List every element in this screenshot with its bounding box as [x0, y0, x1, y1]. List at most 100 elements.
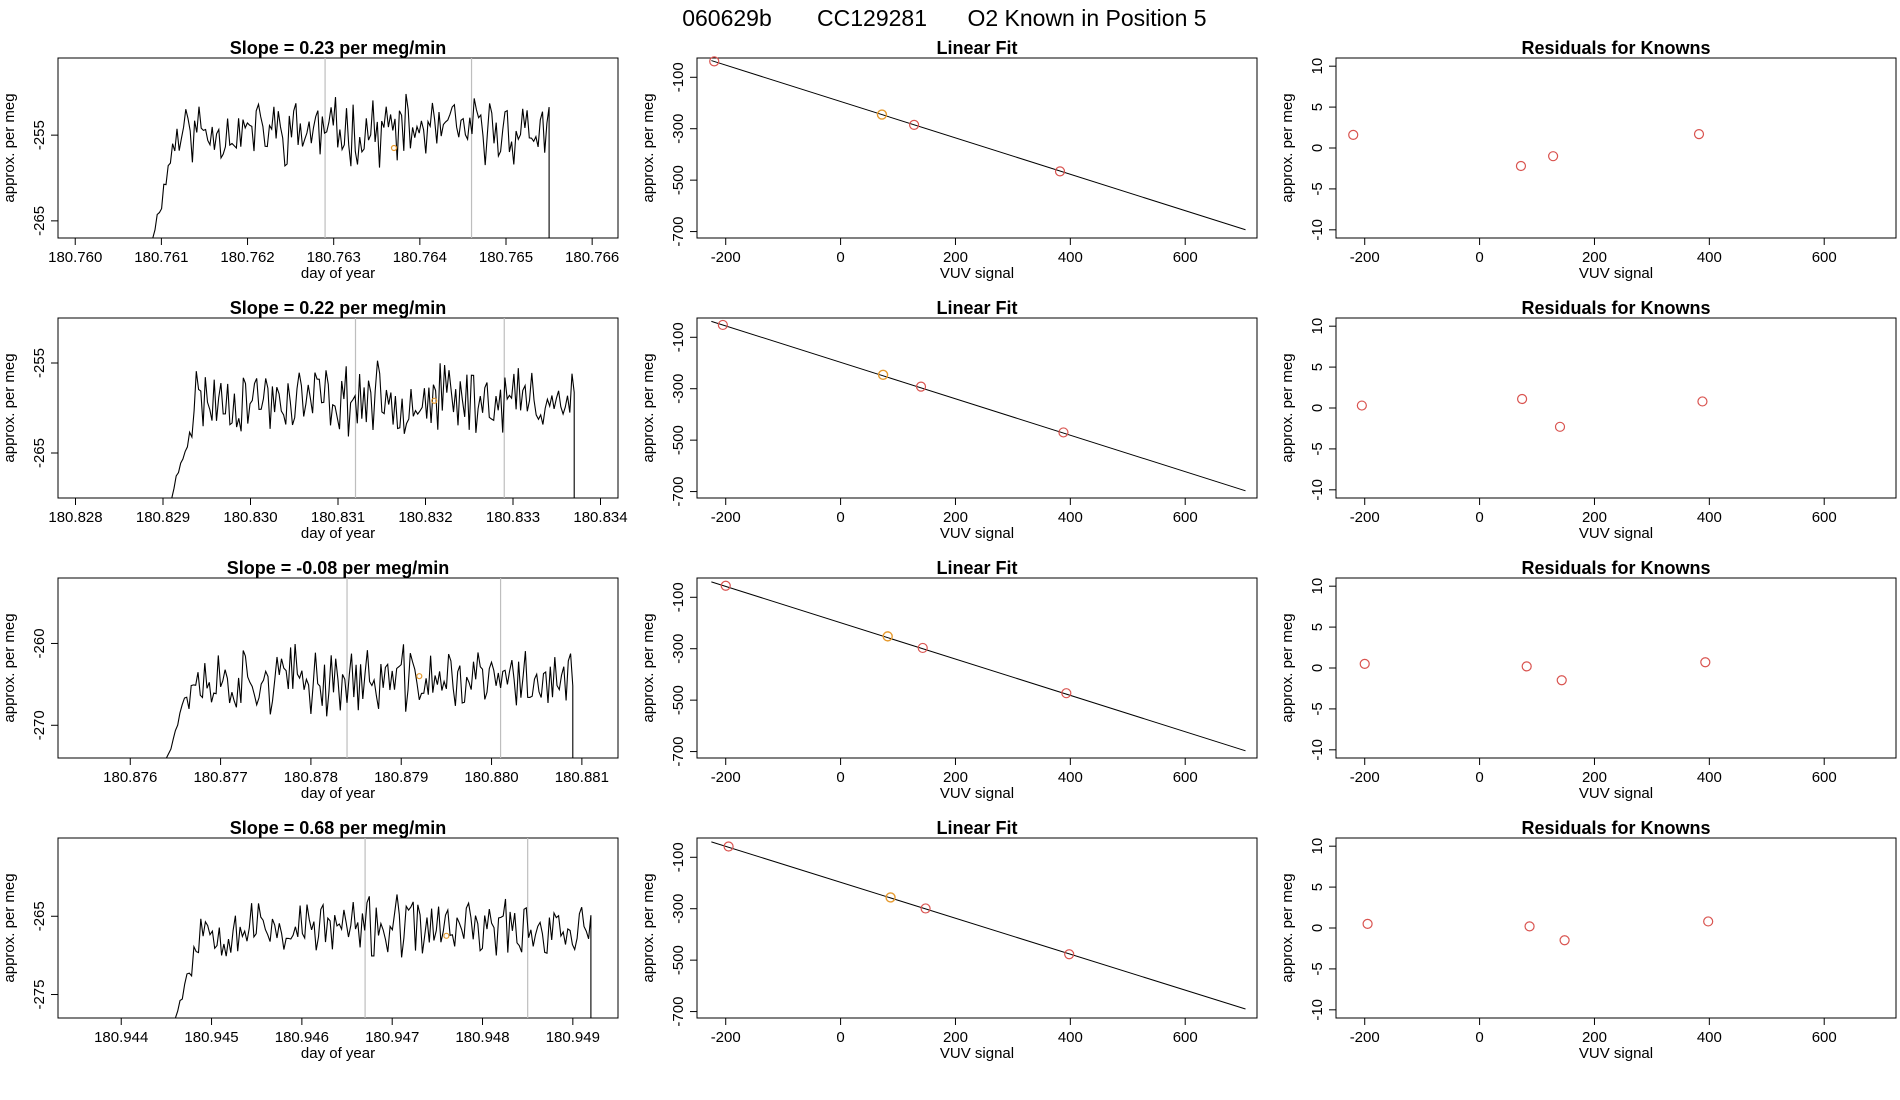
y-tick-label: -300	[670, 634, 687, 664]
y-tick-label: -300	[670, 374, 687, 404]
series-trace	[152, 93, 550, 239]
sample-point	[443, 932, 450, 939]
panel-linear-fit-row-3: Linear Fit -200 0 200 400 600 VUV signal -100 -3…	[640, 558, 1258, 802]
y-tick-label: 0	[1309, 664, 1326, 672]
series-trace	[171, 360, 575, 499]
panel-residuals-row-3: Residuals for Knowns -200 0 200 400 600 VUV si…	[1279, 558, 1897, 802]
x-tick-label: 0	[836, 249, 844, 266]
y-tick-label: 10	[1309, 578, 1326, 595]
panel-title: Residuals for Knowns	[1521, 38, 1710, 58]
x-tick-label: -200	[711, 509, 741, 526]
y-tick-label: 0	[1309, 404, 1326, 412]
y-tick-label: -100	[670, 62, 687, 92]
x-tick-label: 0	[836, 1029, 844, 1046]
y-tick-label: -265	[31, 438, 48, 468]
y-axis-label: approx. per meg	[1, 93, 18, 202]
x-axis-label: VUV signal	[940, 1045, 1014, 1062]
x-tick-label: 180.829	[136, 509, 190, 526]
known-point	[1700, 657, 1711, 668]
plot-box	[57, 57, 619, 239]
y-tick-label: -10	[1309, 479, 1326, 501]
x-tick-label: 600	[1173, 1029, 1198, 1046]
known-point	[909, 119, 920, 130]
x-tick-label: 180.881	[555, 769, 609, 786]
known-point	[1556, 675, 1567, 686]
y-tick-label: -260	[31, 628, 48, 658]
panel-title: Linear Fit	[936, 818, 1017, 838]
x-axis-label: VUV signal	[940, 265, 1014, 282]
y-tick-label: -10	[1309, 739, 1326, 761]
x-axis-label: VUV signal	[940, 785, 1014, 802]
y-tick-label: -500	[670, 685, 687, 715]
x-tick-label: 600	[1812, 509, 1837, 526]
known-point	[1058, 427, 1069, 438]
y-tick-label: 5	[1309, 623, 1326, 631]
series-trace	[165, 643, 574, 759]
x-tick-label: 180.764	[393, 249, 447, 266]
x-tick-label: -200	[1350, 249, 1380, 266]
x-tick-label: 200	[1582, 509, 1607, 526]
plot-box	[696, 317, 1258, 499]
sample-point	[416, 673, 423, 680]
x-tick-label: -200	[711, 1029, 741, 1046]
x-axis-label: VUV signal	[1579, 785, 1653, 802]
x-axis-label: day of year	[301, 1045, 375, 1062]
x-tick-label: 400	[1697, 769, 1722, 786]
sample-point	[877, 369, 889, 381]
known-point	[1693, 128, 1705, 140]
x-tick-label: -200	[711, 769, 741, 786]
plot-box	[1335, 57, 1897, 239]
known-point	[709, 56, 720, 67]
x-tick-label: 0	[836, 769, 844, 786]
x-axis-label: day of year	[301, 785, 375, 802]
panel-title: Linear Fit	[936, 558, 1017, 578]
panel-residuals-row-4: Residuals for Knowns -200 0 200 400 600 VUV si…	[1279, 818, 1897, 1062]
known-point	[1515, 160, 1527, 172]
x-tick-label: 180.831	[311, 509, 365, 526]
x-axis-label: VUV signal	[940, 525, 1014, 542]
y-tick-label: -255	[31, 120, 48, 150]
y-tick-label: -700	[670, 737, 687, 767]
x-tick-label: 180.946	[275, 1029, 329, 1046]
panel-time-series-row-2: Slope = 0.22 per meg/min 180.828 180.829 18…	[1, 298, 628, 542]
y-tick-label: 10	[1309, 318, 1326, 335]
plot-box	[1335, 577, 1897, 759]
x-tick-label: 600	[1812, 769, 1837, 786]
panel-time-series-row-1: Slope = 0.23 per meg/min 180.760 180.761 18…	[1, 38, 619, 282]
y-tick-label: -500	[670, 945, 687, 975]
plot-box	[696, 577, 1258, 759]
x-axis-label: day of year	[301, 265, 375, 282]
panel-linear-fit-row-2: Linear Fit -200 0 200 400 600 VUV signal -100 -3…	[640, 298, 1258, 542]
x-tick-label: -200	[1350, 769, 1380, 786]
y-tick-label: -10	[1309, 999, 1326, 1021]
plot-box	[57, 577, 619, 759]
y-tick-label: 10	[1309, 838, 1326, 855]
x-tick-label: 180.878	[284, 769, 338, 786]
sample-point	[876, 109, 888, 120]
y-tick-label: -100	[670, 842, 687, 872]
y-tick-label: -5	[1309, 442, 1326, 455]
x-tick-label: 600	[1812, 1029, 1837, 1046]
y-axis-label: approx. per meg	[1, 873, 18, 982]
known-point	[1697, 396, 1708, 407]
y-tick-label: 0	[1309, 924, 1326, 932]
x-tick-label: 600	[1173, 509, 1198, 526]
y-tick-label: -265	[31, 206, 48, 236]
x-tick-label: 200	[1582, 769, 1607, 786]
header-position-text: O2 Known in Position 5	[967, 5, 1206, 31]
y-tick-label: -5	[1309, 182, 1326, 195]
plot-box	[57, 837, 619, 1019]
panel-title: Residuals for Knowns	[1521, 818, 1710, 838]
panel-title: Linear Fit	[936, 38, 1017, 58]
x-tick-label: 600	[1812, 249, 1837, 266]
sample-point	[390, 144, 398, 152]
y-axis-label: approx. per meg	[1279, 353, 1296, 462]
plot-box	[57, 317, 619, 499]
x-tick-label: 0	[836, 509, 844, 526]
x-tick-label: 0	[1475, 769, 1483, 786]
x-tick-label: 200	[1582, 1029, 1607, 1046]
sample-point	[882, 631, 893, 642]
x-tick-label: 180.876	[103, 769, 157, 786]
y-tick-label: 5	[1309, 103, 1326, 111]
